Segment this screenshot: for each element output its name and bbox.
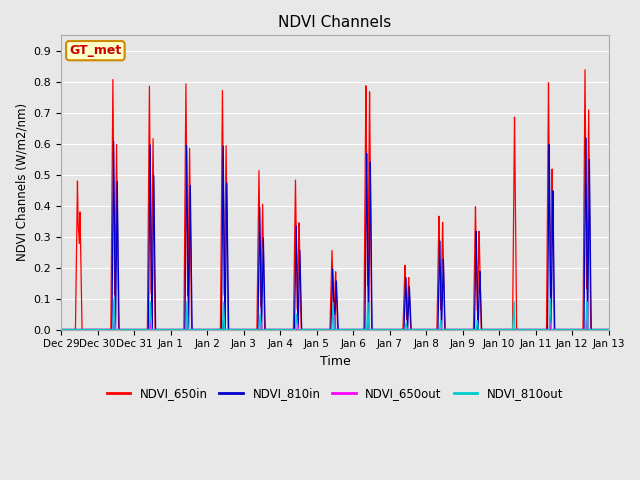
Legend: NDVI_650in, NDVI_810in, NDVI_650out, NDVI_810out: NDVI_650in, NDVI_810in, NDVI_650out, NDV… <box>102 383 568 405</box>
NDVI_810in <box>410 326 418 332</box>
NDVI_810in <box>488 326 496 332</box>
NDVI_810in <box>582 135 589 141</box>
NDVI_650out <box>488 326 496 332</box>
Title: NDVI Channels: NDVI Channels <box>278 15 392 30</box>
X-axis label: Time: Time <box>319 355 350 368</box>
NDVI_810in <box>605 326 612 332</box>
NDVI_650out <box>262 326 270 332</box>
NDVI_650out <box>411 326 419 332</box>
NDVI_650out <box>57 326 65 332</box>
Text: GT_met: GT_met <box>69 44 122 57</box>
NDVI_810out <box>175 326 182 332</box>
NDVI_650in <box>174 326 182 332</box>
NDVI_650in <box>488 326 496 332</box>
NDVI_810out <box>169 326 177 332</box>
NDVI_810in <box>262 326 270 332</box>
NDVI_650out <box>168 326 176 332</box>
NDVI_650in <box>605 326 612 332</box>
Line: NDVI_650in: NDVI_650in <box>61 70 609 329</box>
NDVI_810in <box>603 326 611 332</box>
NDVI_650in <box>410 326 418 332</box>
Line: NDVI_650out: NDVI_650out <box>61 315 609 329</box>
Line: NDVI_810in: NDVI_810in <box>61 138 609 329</box>
NDVI_810out <box>411 326 419 332</box>
NDVI_810out <box>110 296 118 301</box>
NDVI_650in <box>168 326 176 332</box>
NDVI_810out <box>262 326 270 332</box>
NDVI_810out <box>57 326 65 332</box>
Y-axis label: NDVI Channels (W/m2/nm): NDVI Channels (W/m2/nm) <box>15 103 28 262</box>
NDVI_650in <box>603 326 611 332</box>
NDVI_650in <box>262 326 270 332</box>
NDVI_810in <box>168 326 176 332</box>
NDVI_650out <box>605 326 612 332</box>
NDVI_650out <box>174 326 182 332</box>
NDVI_650in <box>57 326 65 332</box>
NDVI_810in <box>174 326 182 332</box>
NDVI_810out <box>488 326 496 332</box>
Line: NDVI_810out: NDVI_810out <box>61 299 609 329</box>
NDVI_650in <box>581 67 589 72</box>
NDVI_650out <box>603 326 611 332</box>
NDVI_650out <box>331 312 339 318</box>
NDVI_810out <box>603 326 611 332</box>
NDVI_810out <box>605 326 612 332</box>
NDVI_810in <box>57 326 65 332</box>
